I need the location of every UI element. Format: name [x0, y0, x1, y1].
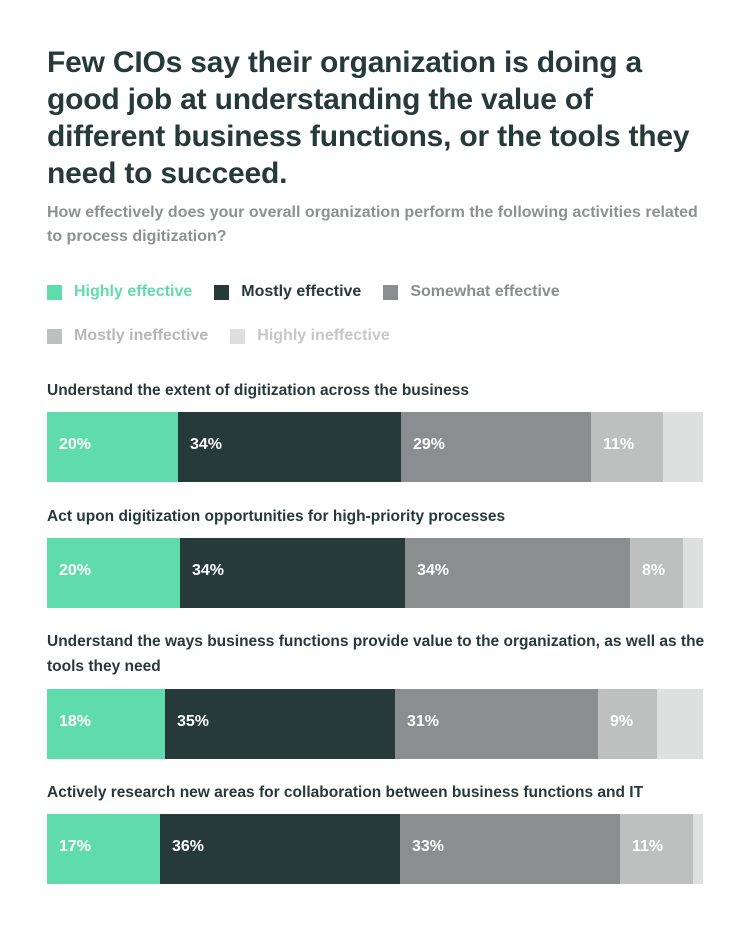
legend-label-highly-effective: Highly effective: [74, 283, 193, 300]
bar-segment-somewhat-effective: 34%: [405, 538, 630, 608]
bar-segment-highly-effective: 17%: [47, 814, 160, 884]
bar-segment-mostly-effective: 34%: [180, 538, 405, 608]
bar-segment-mostly-ineffective: 11%: [620, 814, 693, 884]
legend-item-highly-effective: Highly effective: [47, 282, 192, 302]
data-label: 17%: [59, 838, 92, 855]
bar-segment-highly-ineffective: [657, 689, 703, 759]
legend-swatch-mostly-effective: [214, 284, 230, 300]
legend-swatch-highly-effective: [47, 284, 62, 300]
chart-title: Few CIOs say their organization is doing…: [47, 46, 690, 190]
legend-label-highly-ineffective: Highly ineffective: [257, 327, 390, 344]
legend-swatch-somewhat-effective: [383, 284, 399, 300]
bar-segment-highly-effective: 20%: [47, 412, 178, 482]
legend-swatch-mostly-ineffective: [47, 328, 62, 344]
category-label: Understand the extent of digitization ac…: [47, 382, 470, 399]
bar-segment-highly-ineffective: [663, 412, 703, 482]
legend-label-mostly-ineffective: Mostly ineffective: [74, 327, 209, 344]
bar-segment-somewhat-effective: 33%: [400, 814, 620, 884]
legend: Highly effective Mostly effective Somewhat…: [47, 282, 707, 346]
bar-segment-mostly-ineffective: 11%: [591, 412, 663, 482]
data-label: 34%: [417, 562, 450, 579]
data-label: 33%: [412, 838, 445, 855]
legend-swatch-highly-ineffective: [230, 328, 246, 344]
chart-subtitle: How effectively does your overall organi…: [47, 204, 698, 245]
data-label: 29%: [413, 436, 446, 453]
bar-segment-somewhat-effective: 29%: [401, 412, 591, 482]
category-label: Actively research new areas for collabor…: [47, 784, 644, 801]
stacked-bar: 20% 34% 34% 8%: [47, 538, 703, 608]
data-label: 8%: [642, 562, 666, 579]
data-label: 34%: [192, 562, 225, 579]
data-label: 18%: [59, 713, 92, 730]
legend-item-somewhat-effective: Somewhat effective: [383, 282, 560, 302]
stacked-bar: 18% 35% 31% 9%: [47, 689, 703, 759]
legend-item-highly-ineffective: Highly ineffective: [230, 326, 390, 346]
data-label: 34%: [190, 436, 223, 453]
data-label: 35%: [177, 713, 210, 730]
data-label: 20%: [59, 562, 92, 579]
category-label: Act upon digitization opportunities for …: [47, 508, 506, 525]
legend-label-mostly-effective: Mostly effective: [241, 283, 362, 300]
chart-row: Understand the ways business functions p…: [47, 629, 707, 759]
bar-segment-mostly-ineffective: 8%: [630, 538, 683, 608]
data-label: 11%: [632, 838, 664, 855]
bar-segment-highly-ineffective: [683, 538, 703, 608]
bar-segment-highly-ineffective: [693, 814, 703, 884]
data-label: 20%: [59, 436, 92, 453]
bar-segment-mostly-effective: 35%: [165, 689, 395, 759]
stacked-bar: 17% 36% 33% 11%: [47, 814, 703, 884]
category-label: Understand the ways business functions p…: [47, 633, 705, 675]
chart-row: Act upon digitization opportunities for …: [47, 504, 707, 608]
data-label: 36%: [172, 838, 205, 855]
chart-row: Understand the extent of digitization ac…: [47, 378, 707, 482]
legend-item-mostly-ineffective: Mostly ineffective: [47, 326, 208, 346]
data-label: 9%: [610, 713, 634, 730]
stacked-bar: 20% 34% 29% 11%: [47, 412, 703, 482]
chart-row: Actively research new areas for collabor…: [47, 780, 707, 884]
data-label: 31%: [407, 713, 440, 730]
bar-segment-somewhat-effective: 31%: [395, 689, 598, 759]
bar-segment-mostly-effective: 36%: [160, 814, 400, 884]
bar-segment-mostly-effective: 34%: [178, 412, 401, 482]
legend-item-mostly-effective: Mostly effective: [214, 282, 361, 302]
legend-label-somewhat-effective: Somewhat effective: [410, 283, 560, 300]
bar-segment-highly-effective: 18%: [47, 689, 165, 759]
bar-segment-mostly-ineffective: 9%: [598, 689, 657, 759]
bar-segment-highly-effective: 20%: [47, 538, 180, 608]
data-label: 11%: [603, 436, 635, 453]
